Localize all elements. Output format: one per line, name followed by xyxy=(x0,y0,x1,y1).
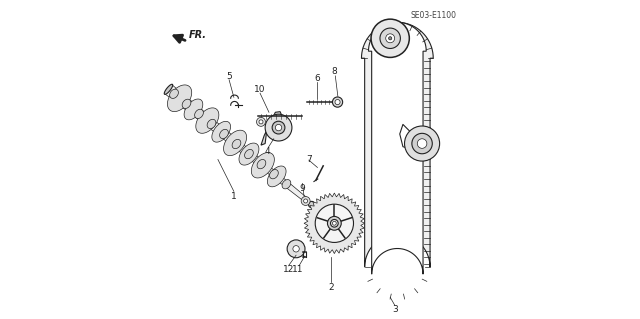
Text: 4: 4 xyxy=(264,147,270,156)
Circle shape xyxy=(330,219,338,227)
Circle shape xyxy=(272,121,285,134)
Circle shape xyxy=(388,37,392,40)
Circle shape xyxy=(303,199,308,203)
Polygon shape xyxy=(239,143,259,165)
Text: 11: 11 xyxy=(292,265,303,274)
Polygon shape xyxy=(362,22,433,267)
Polygon shape xyxy=(207,119,216,129)
Polygon shape xyxy=(170,89,179,99)
Circle shape xyxy=(335,100,340,105)
Circle shape xyxy=(293,246,300,252)
Text: 12: 12 xyxy=(283,265,294,274)
Polygon shape xyxy=(220,129,228,139)
Circle shape xyxy=(386,34,395,43)
Circle shape xyxy=(301,197,310,205)
Circle shape xyxy=(316,204,353,242)
Circle shape xyxy=(371,19,410,57)
Circle shape xyxy=(404,126,440,161)
Polygon shape xyxy=(244,149,253,159)
Polygon shape xyxy=(268,166,286,187)
Text: 8: 8 xyxy=(332,67,337,76)
Polygon shape xyxy=(212,121,230,142)
Circle shape xyxy=(417,139,427,148)
Polygon shape xyxy=(257,160,266,169)
Circle shape xyxy=(380,28,401,48)
Circle shape xyxy=(332,221,336,225)
Polygon shape xyxy=(232,139,241,149)
Polygon shape xyxy=(196,108,219,133)
Text: 1: 1 xyxy=(231,192,237,201)
Circle shape xyxy=(332,97,342,107)
Polygon shape xyxy=(261,112,282,145)
Text: 5: 5 xyxy=(226,72,232,81)
Text: 7: 7 xyxy=(306,155,312,164)
Circle shape xyxy=(265,114,292,141)
Polygon shape xyxy=(223,130,246,156)
Text: 10: 10 xyxy=(253,85,265,94)
Polygon shape xyxy=(304,193,365,254)
Polygon shape xyxy=(164,84,173,94)
Polygon shape xyxy=(165,85,308,203)
Circle shape xyxy=(275,124,282,131)
Text: 9: 9 xyxy=(300,184,305,193)
Polygon shape xyxy=(269,169,278,179)
Polygon shape xyxy=(168,85,192,112)
Polygon shape xyxy=(184,99,203,120)
Text: 6: 6 xyxy=(314,74,320,83)
Circle shape xyxy=(328,216,341,230)
Text: 3: 3 xyxy=(392,305,398,314)
Polygon shape xyxy=(182,99,191,108)
Polygon shape xyxy=(195,109,204,119)
Text: SE03-E1100: SE03-E1100 xyxy=(410,11,456,20)
Text: FR.: FR. xyxy=(189,30,207,40)
Circle shape xyxy=(259,120,263,124)
Polygon shape xyxy=(369,22,426,274)
Circle shape xyxy=(308,201,315,208)
Circle shape xyxy=(287,240,305,258)
Circle shape xyxy=(412,133,432,154)
Text: 2: 2 xyxy=(328,283,334,292)
Polygon shape xyxy=(252,152,275,178)
Circle shape xyxy=(257,117,266,126)
Polygon shape xyxy=(282,180,291,189)
